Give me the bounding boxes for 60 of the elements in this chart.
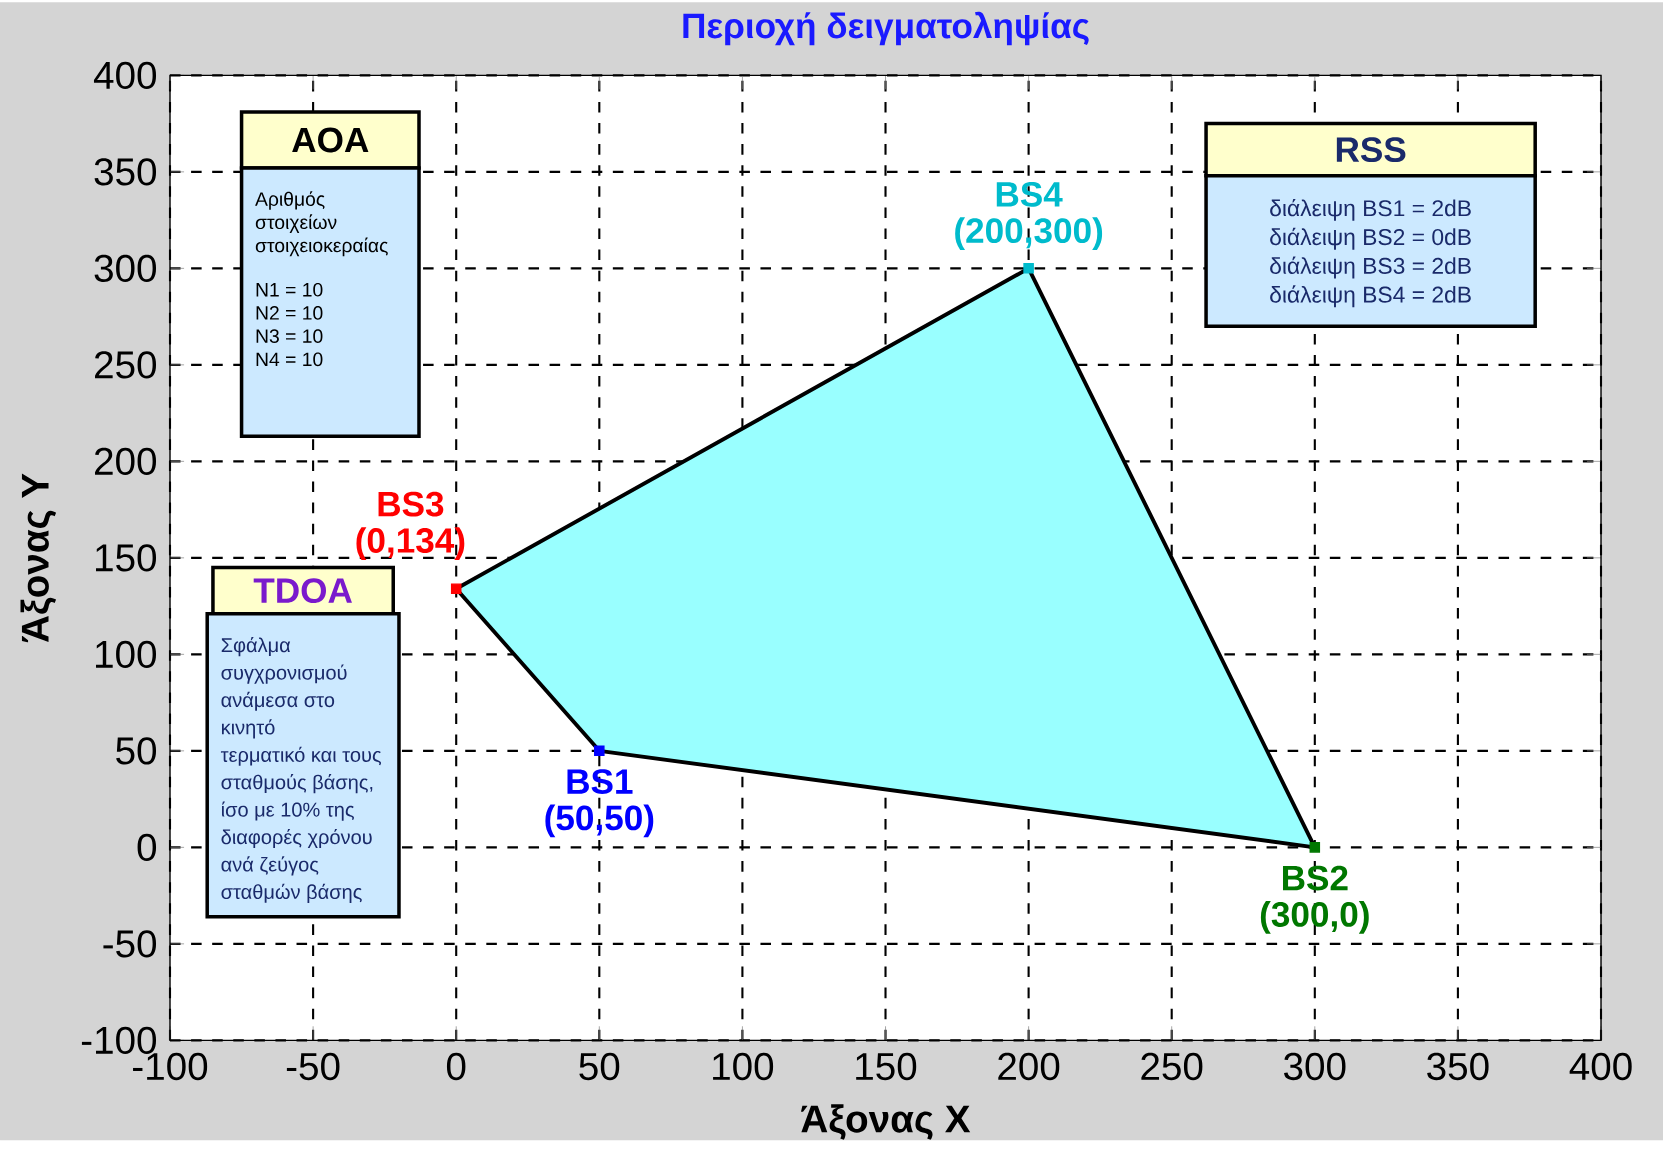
annotation: (50,50) <box>545 804 654 838</box>
annotation: κινητό <box>222 719 275 739</box>
annotation: (300,0) <box>1260 901 1369 935</box>
annotation: διαφορές χρόνου <box>221 829 372 849</box>
x-tick-label: -100 <box>133 1053 208 1081</box>
point <box>1309 842 1321 853</box>
annotation: Σφάλμα <box>221 637 291 657</box>
annotation: στοιχείων <box>255 214 337 234</box>
annotation: TDOA <box>253 578 352 604</box>
y-tick-label: 100 <box>96 640 157 669</box>
y-tick-label: -50 <box>103 930 157 958</box>
annotation: σταθμών βάσης <box>221 883 362 904</box>
x-tick-label: 400 <box>1569 1053 1632 1081</box>
annotation: N1 = 10 <box>256 283 323 297</box>
y-tick-label: 150 <box>96 544 157 572</box>
annotation: τερματικό και τους <box>220 746 382 767</box>
y-axis-title: Άξονας Y <box>20 473 57 643</box>
point <box>1023 263 1034 274</box>
annotation: N2 = 10 <box>256 306 323 320</box>
x-axis-title: Άξονας X <box>801 1104 971 1141</box>
annotation: ίσο με 10% της <box>222 801 354 821</box>
x-tick-label: 100 <box>713 1053 774 1081</box>
y-tick-label: 0 <box>137 833 157 862</box>
annotation: Αριθμός <box>255 191 325 210</box>
annotation: συγχρονισμού <box>221 664 347 684</box>
annotation: διάλειψη BS3 = 2dB <box>1270 256 1471 279</box>
series-label: BS1 <box>567 769 633 795</box>
y-tick-label: 200 <box>95 447 157 476</box>
y-tick-label: 50 <box>116 737 157 765</box>
annotation: διάλειψη BS2 = 0dB <box>1270 227 1471 250</box>
y-tick-label: 400 <box>93 61 157 90</box>
x-tick-label: 150 <box>856 1053 917 1081</box>
annotation: στοιχειοκεραίας <box>255 237 388 257</box>
x-tick-label: 300 <box>1284 1053 1346 1081</box>
annotation: N4 = 10 <box>256 352 323 367</box>
series-label: BS3 <box>378 491 444 517</box>
chart-title: Περιοχή δειγματοληψίας <box>683 11 1089 46</box>
x-tick-label: 200 <box>998 1053 1060 1081</box>
y-tick-label: 350 <box>94 158 157 186</box>
point <box>450 583 462 595</box>
series-label: BS4 <box>996 182 1063 207</box>
y-tick-label: 300 <box>94 254 157 283</box>
annotation: (200,300) <box>955 217 1103 251</box>
series-label: BS2 <box>1282 865 1348 891</box>
point <box>594 745 605 757</box>
x-tick-label: 250 <box>1141 1053 1203 1081</box>
annotation: σταθμούς βάσης, <box>221 774 373 794</box>
x-tick-label: 350 <box>1427 1053 1489 1081</box>
x-tick-label: -50 <box>286 1053 340 1081</box>
annotation: N3 = 10 <box>256 329 323 344</box>
annotation: ανά ζεύγος <box>221 856 319 876</box>
annotation: ανάμεσα στο <box>221 692 335 711</box>
annotation: διάλειψη BS4 = 2dB <box>1270 285 1471 308</box>
y-tick-label: 250 <box>95 351 157 379</box>
x-tick-label: 0 <box>446 1053 466 1081</box>
annotation: διάλειψη BS1 = 2dB <box>1270 199 1471 222</box>
x-tick-label: 50 <box>579 1053 620 1081</box>
annotation: RSS <box>1336 137 1406 163</box>
annotation: (0,134) <box>356 527 465 561</box>
annotation: AOA <box>292 127 369 153</box>
